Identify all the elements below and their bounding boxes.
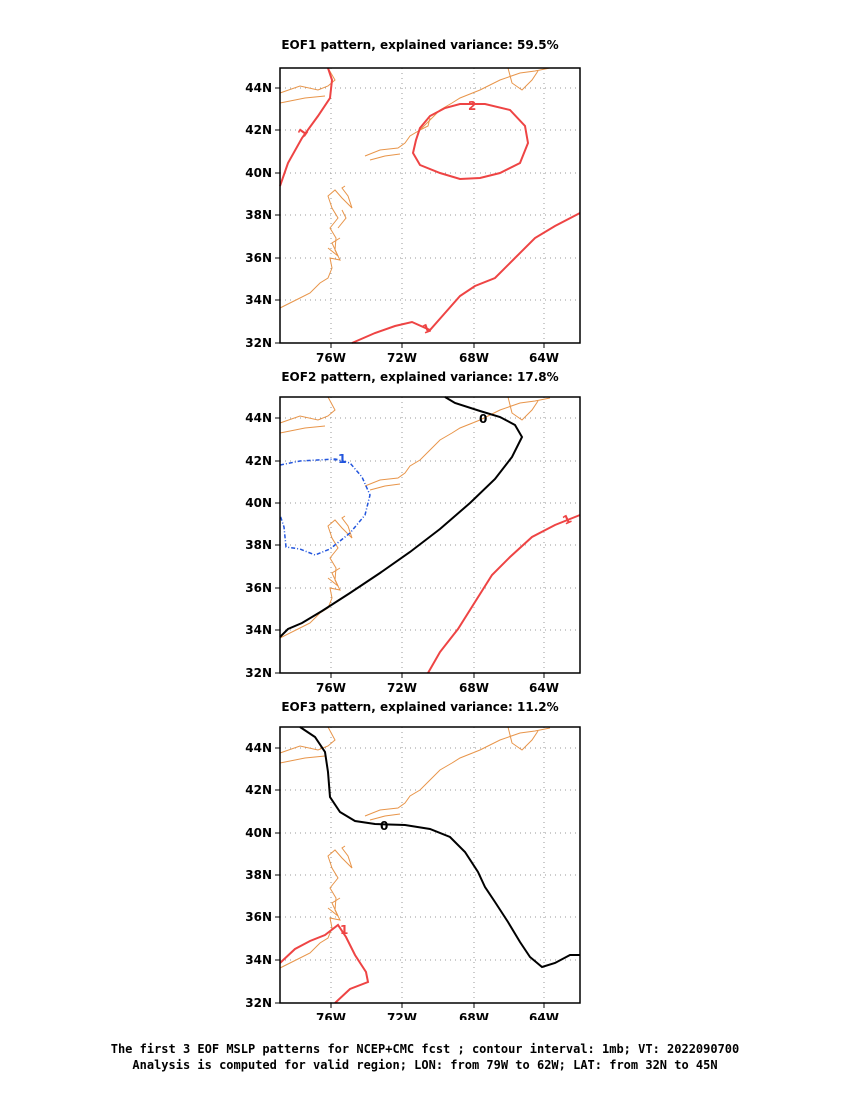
lon-tick-label: 64W (529, 351, 559, 365)
lat-tick-label: 38N (245, 538, 272, 552)
panel-title: EOF3 pattern, explained variance: 11.2% (281, 700, 558, 714)
positive-contours (279, 67, 581, 344)
contours (279, 726, 580, 1004)
lat-axis-labels: 44N 42N 40N 38N 36N 34N 32N (245, 741, 272, 1010)
lat-tick-label: 36N (245, 910, 272, 924)
lat-tick-label: 32N (245, 666, 272, 680)
lon-tick-label: 76W (316, 681, 346, 695)
lon-tick-label: 68W (459, 681, 489, 695)
contour-label: 0 (380, 819, 388, 833)
contour-label: 1 (340, 923, 348, 937)
contour-label: 0 (479, 412, 487, 426)
eof3-panel: EOF3 pattern, explained variance: 11.2% (245, 700, 581, 1020)
lat-tick-label: 44N (245, 411, 272, 425)
lon-tick-label: 76W (316, 351, 346, 365)
eof1-panel: EOF1 pattern, explained variance: 59.5% (245, 38, 581, 365)
lon-tick-label: 76W (316, 1011, 346, 1020)
map-frame (279, 396, 581, 674)
contour-label: 2 (468, 99, 476, 113)
lon-tick-label: 72W (387, 681, 417, 695)
lon-tick-label: 68W (459, 351, 489, 365)
lat-tick-label: 42N (245, 454, 272, 468)
coastline (279, 396, 551, 639)
panel-title: EOF2 pattern, explained variance: 17.8% (281, 370, 558, 384)
lat-tick-label: 38N (245, 208, 272, 222)
lat-tick-label: 34N (245, 953, 272, 967)
coastline (279, 726, 551, 969)
lat-axis-labels: 44N 42N 40N 38N 36N 34N 32N (245, 411, 272, 680)
lon-axis-labels: 76W 72W 68W 64W (316, 1011, 559, 1020)
eof2-panel: EOF2 pattern, explained variance: 17.8% (245, 370, 581, 695)
map-frame (279, 726, 581, 1004)
lat-tick-label: 40N (245, 826, 272, 840)
contour-label: -1 (333, 452, 346, 466)
lat-tick-label: 40N (245, 166, 272, 180)
caption-line-1: The first 3 EOF MSLP patterns for NCEP+C… (110, 1042, 740, 1056)
lat-tick-label: 32N (245, 996, 272, 1010)
lon-tick-label: 64W (529, 1011, 559, 1020)
lon-tick-label: 68W (459, 1011, 489, 1020)
eof-figure: EOF1 pattern, explained variance: 59.5% (245, 38, 581, 1020)
lat-axis-labels: 44N 42N 40N 38N 36N 34N 32N (245, 81, 272, 350)
lat-tick-label: 36N (245, 251, 272, 265)
lat-tick-label: 42N (245, 123, 272, 137)
lat-tick-label: 32N (245, 336, 272, 350)
lat-tick-label: 44N (245, 81, 272, 95)
lat-tick-label: 44N (245, 741, 272, 755)
contours (279, 396, 581, 674)
caption-line-2: Analysis is computed for valid region; L… (132, 1058, 718, 1072)
lat-tick-label: 42N (245, 783, 272, 797)
lat-tick-label: 40N (245, 496, 272, 510)
lon-tick-label: 64W (529, 681, 559, 695)
lat-tick-label: 36N (245, 581, 272, 595)
lon-tick-label: 72W (387, 351, 417, 365)
lon-axis-labels: 76W 72W 68W 64W (316, 681, 559, 695)
lat-tick-label: 34N (245, 623, 272, 637)
lon-axis-labels: 76W 72W 68W 64W (316, 351, 559, 365)
map-frame (279, 67, 581, 344)
lat-tick-label: 34N (245, 293, 272, 307)
lat-tick-label: 38N (245, 868, 272, 882)
map-grid (280, 397, 580, 673)
panel-title: EOF1 pattern, explained variance: 59.5% (281, 38, 558, 52)
lon-tick-label: 72W (387, 1011, 417, 1020)
